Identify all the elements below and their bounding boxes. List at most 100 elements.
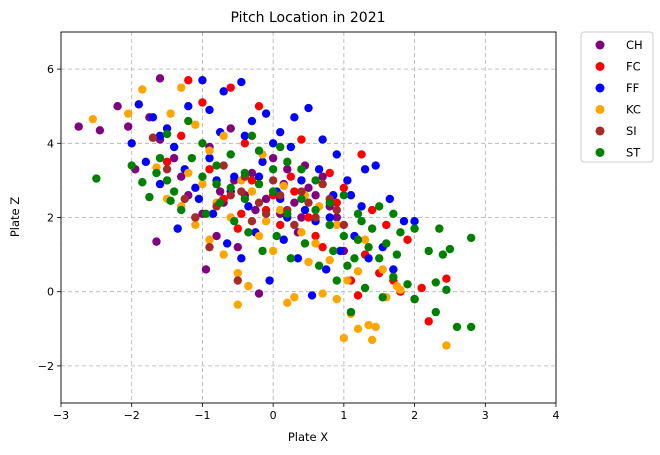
data-point — [198, 172, 207, 181]
data-point — [212, 231, 221, 241]
data-point — [466, 233, 476, 243]
x-tick-label: 3 — [482, 409, 489, 422]
data-point — [452, 322, 462, 332]
data-point — [205, 105, 214, 115]
data-point — [399, 217, 409, 226]
data-point — [300, 239, 310, 248]
data-point — [332, 276, 341, 285]
data-point — [276, 142, 285, 152]
data-point — [254, 179, 264, 189]
data-point — [233, 300, 242, 309]
data-point — [191, 183, 200, 193]
y-tick-label: −2 — [38, 360, 54, 373]
data-point — [208, 209, 218, 218]
data-point — [466, 322, 476, 332]
data-point — [396, 228, 405, 237]
data-point — [318, 135, 327, 144]
data-point — [297, 213, 306, 222]
data-point — [169, 153, 179, 163]
data-point — [350, 254, 359, 263]
data-point — [155, 153, 165, 163]
data-point — [318, 179, 327, 189]
legend-label: FF — [626, 81, 639, 95]
data-point — [403, 280, 412, 289]
data-point — [276, 220, 285, 230]
data-point — [226, 183, 235, 193]
data-point — [152, 168, 161, 178]
data-point — [283, 165, 292, 174]
x-tick-label: 4 — [553, 409, 560, 422]
data-point — [261, 217, 271, 226]
data-point — [410, 224, 419, 233]
data-point — [258, 246, 267, 256]
data-point — [148, 113, 158, 122]
data-point — [198, 139, 207, 148]
data-point — [113, 102, 122, 111]
data-point — [389, 209, 398, 218]
x-tick-label: −1 — [194, 409, 210, 422]
data-point — [325, 198, 334, 207]
data-point — [184, 76, 193, 85]
data-point — [304, 103, 313, 113]
data-point — [332, 220, 341, 230]
data-point — [166, 109, 175, 118]
x-tick-label: 0 — [270, 409, 277, 422]
data-point — [177, 131, 186, 141]
data-point — [283, 298, 292, 308]
data-point — [166, 196, 175, 206]
data-point — [367, 224, 377, 233]
x-tick-label: −3 — [53, 409, 69, 422]
data-point — [138, 85, 147, 94]
data-point — [286, 172, 296, 181]
data-point — [410, 217, 419, 226]
y-tick-label: 0 — [47, 286, 54, 299]
data-point — [138, 178, 147, 187]
data-point — [261, 109, 271, 118]
data-point — [219, 131, 228, 141]
data-point — [177, 205, 186, 215]
data-point — [431, 278, 440, 287]
data-point — [187, 153, 197, 163]
data-point — [311, 231, 320, 241]
data-point — [177, 172, 186, 181]
data-point — [268, 153, 278, 163]
data-point — [325, 255, 334, 265]
data-point — [353, 324, 363, 333]
legend-label: SI — [626, 124, 637, 138]
data-point — [307, 291, 317, 300]
data-point — [371, 322, 380, 332]
data-point — [205, 242, 214, 252]
data-point — [304, 213, 313, 222]
data-point — [194, 194, 204, 204]
data-point — [424, 317, 433, 326]
data-point — [353, 235, 363, 244]
data-point — [375, 254, 384, 263]
data-point — [290, 293, 299, 302]
data-point — [268, 165, 278, 174]
data-point — [272, 231, 281, 241]
data-point — [392, 250, 402, 259]
data-point — [127, 161, 136, 170]
data-point — [353, 267, 363, 276]
data-point — [378, 293, 387, 302]
data-point — [343, 276, 352, 285]
data-point — [233, 268, 242, 278]
data-point — [152, 237, 161, 246]
data-point — [403, 235, 412, 244]
data-point — [300, 205, 310, 215]
data-point — [392, 281, 402, 291]
data-point — [240, 139, 250, 148]
data-point — [247, 131, 257, 141]
data-point — [375, 202, 384, 211]
data-point — [297, 228, 306, 237]
data-point — [184, 116, 193, 126]
data-point — [417, 283, 426, 293]
data-point — [385, 194, 395, 204]
data-point — [332, 150, 341, 159]
data-point — [237, 254, 246, 263]
legend-label: CH — [626, 38, 643, 52]
data-point — [314, 165, 324, 174]
data-point — [438, 250, 448, 259]
data-point — [215, 198, 225, 207]
